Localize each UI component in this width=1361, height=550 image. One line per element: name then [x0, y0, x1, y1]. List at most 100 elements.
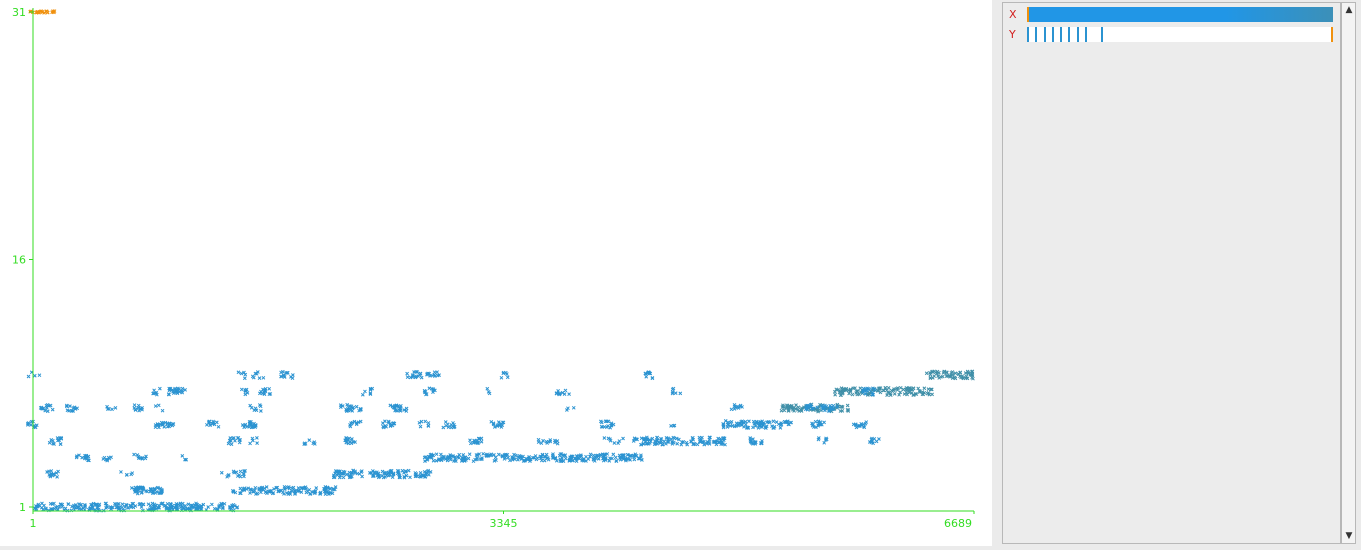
data-point	[376, 475, 381, 480]
x-range-track[interactable]	[1027, 7, 1333, 22]
data-point	[232, 436, 236, 440]
data-point	[789, 405, 794, 409]
data-point	[563, 456, 568, 461]
data-point	[609, 422, 614, 427]
data-point	[170, 505, 175, 510]
data-point	[845, 403, 850, 408]
data-point	[37, 373, 42, 378]
data-point	[866, 393, 870, 397]
data-point	[282, 373, 286, 378]
data-point	[360, 474, 364, 479]
data-point	[434, 458, 439, 463]
data-point	[563, 453, 568, 457]
data-point	[542, 454, 547, 459]
plot-panel[interactable]: 1 3345 6689 1 16 31	[0, 0, 992, 546]
data-point	[916, 386, 921, 391]
data-point	[613, 455, 618, 460]
data-point	[418, 424, 423, 429]
data-point	[349, 421, 353, 425]
data-point	[748, 439, 753, 444]
data-point	[221, 506, 225, 511]
data-point	[258, 391, 262, 396]
axis-overview-panel: X Y	[1002, 2, 1341, 544]
data-point	[271, 491, 276, 495]
data-point	[179, 502, 183, 507]
data-point	[301, 486, 306, 491]
vertical-scrollbar[interactable]: ▲ ▼	[1341, 2, 1356, 544]
data-point	[574, 459, 579, 463]
data-point	[504, 452, 508, 457]
up-arrow-icon[interactable]: ▲	[1345, 5, 1353, 15]
data-point	[643, 437, 648, 442]
data-point	[831, 407, 836, 411]
data-point	[839, 404, 844, 409]
down-arrow-icon[interactable]: ▼	[1345, 531, 1353, 541]
data-point	[187, 506, 192, 511]
data-point	[408, 475, 412, 480]
data-point	[348, 475, 353, 480]
data-point	[132, 452, 136, 457]
data-point	[426, 371, 430, 376]
data-point	[39, 406, 44, 411]
data-point	[255, 441, 259, 445]
data-point	[238, 491, 242, 496]
data-point	[599, 453, 604, 458]
data-point	[74, 455, 79, 460]
data-point	[140, 486, 145, 490]
data-point	[323, 492, 328, 496]
data-point	[397, 406, 402, 411]
data-point	[134, 487, 138, 492]
data-point	[219, 501, 224, 506]
data-point	[451, 454, 455, 458]
data-point	[778, 425, 783, 430]
data-point	[637, 456, 641, 461]
data-point	[522, 458, 527, 463]
data-point	[342, 471, 346, 476]
data-point	[302, 441, 307, 446]
x-range-start-marker[interactable]	[1027, 7, 1029, 22]
data-point	[602, 452, 607, 457]
data-point	[82, 503, 87, 507]
data-point	[751, 425, 755, 430]
data-point	[691, 435, 695, 440]
data-point	[244, 487, 249, 492]
data-point	[353, 469, 357, 474]
data-point	[808, 402, 813, 407]
x-axis-overview[interactable]: X	[1003, 6, 1341, 24]
data-point	[423, 475, 427, 479]
data-point	[602, 436, 607, 440]
data-point	[368, 392, 373, 396]
data-point	[948, 373, 952, 378]
data-point	[124, 503, 129, 508]
data-point	[412, 370, 416, 374]
data-point	[779, 408, 784, 413]
data-point	[756, 426, 761, 430]
data-point	[398, 409, 403, 413]
data-point	[313, 489, 318, 494]
data-point	[65, 408, 70, 413]
data-point	[120, 502, 125, 507]
data-point	[190, 505, 195, 510]
y-value-marker	[1043, 27, 1046, 42]
data-point	[557, 391, 562, 396]
data-point	[388, 473, 392, 477]
data-point	[25, 421, 30, 426]
y-range-track[interactable]	[1027, 27, 1333, 42]
data-point	[268, 392, 273, 396]
scatter-plot[interactable]: 1 3345 6689 1 16 31	[0, 0, 992, 546]
data-point	[617, 453, 622, 458]
data-point	[76, 505, 81, 510]
y-axis-overview[interactable]: Y	[1003, 26, 1341, 44]
data-point	[739, 419, 744, 424]
data-point	[279, 370, 283, 375]
data-point	[376, 473, 380, 477]
data-point	[671, 423, 676, 428]
x-range-bar[interactable]	[1027, 7, 1333, 22]
data-point	[242, 370, 246, 375]
data-point	[494, 458, 498, 463]
data-point	[953, 371, 958, 376]
data-point	[66, 502, 71, 506]
data-point	[516, 455, 521, 459]
data-point	[249, 422, 254, 427]
data-point	[318, 491, 322, 496]
